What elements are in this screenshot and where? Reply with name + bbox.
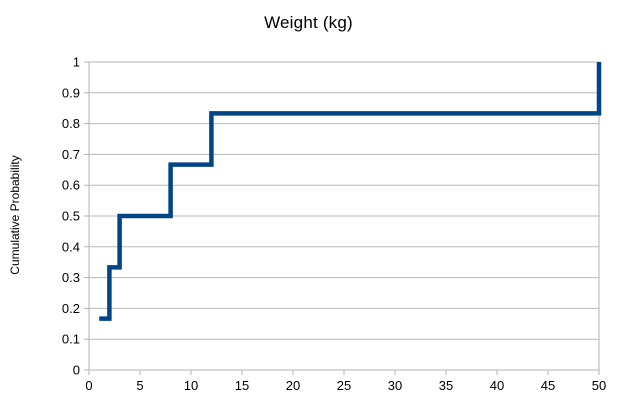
x-tick-label: 25 [337, 378, 351, 393]
x-tick-label: 0 [85, 378, 92, 393]
x-tick-label: 20 [286, 378, 300, 393]
y-tick-label: 1 [73, 55, 80, 70]
x-tick-label: 35 [439, 378, 453, 393]
y-tick-label: 0.2 [62, 301, 80, 316]
x-tick-label: 40 [490, 378, 504, 393]
plot-border [88, 61, 600, 371]
y-tick-label: 0.8 [62, 116, 80, 131]
y-tick-label: 0.3 [62, 270, 80, 285]
y-tick-label: 0.6 [62, 178, 80, 193]
ecdf-step-line [99, 62, 602, 321]
y-tick-label: 0.7 [62, 147, 80, 162]
x-tick-label: 10 [184, 378, 198, 393]
chart-title: Weight (kg) [264, 13, 353, 32]
x-tick-label: 50 [592, 378, 606, 393]
y-tick-label: 0.4 [62, 239, 80, 254]
y-tick-label: 0.9 [62, 85, 80, 100]
x-tick-label: 15 [235, 378, 249, 393]
x-tick-label: 45 [541, 378, 555, 393]
y-tick-label: 0.5 [62, 209, 80, 224]
x-tick-label: 30 [388, 378, 402, 393]
x-tick-label: 5 [136, 378, 143, 393]
y-tick-label: 0 [73, 363, 80, 378]
y-tick-label: 0.1 [62, 332, 80, 347]
